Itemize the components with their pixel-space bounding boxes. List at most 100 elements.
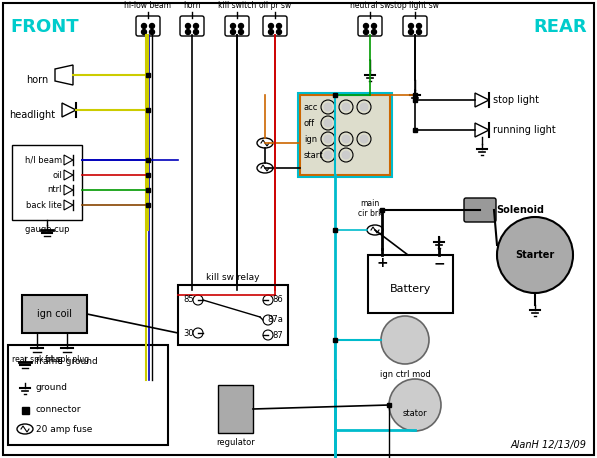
- Circle shape: [193, 23, 198, 28]
- Text: ign ctrl mod: ign ctrl mod: [380, 370, 430, 379]
- Circle shape: [341, 135, 350, 143]
- Bar: [146, 73, 150, 77]
- Text: oil: oil: [52, 170, 62, 180]
- Text: FRONT: FRONT: [10, 18, 79, 36]
- Text: start: start: [304, 151, 324, 159]
- Text: regulator: regulator: [216, 438, 255, 447]
- Circle shape: [149, 29, 155, 34]
- Bar: [21, 407, 29, 414]
- Circle shape: [238, 23, 244, 28]
- Circle shape: [389, 379, 441, 431]
- Circle shape: [371, 23, 377, 28]
- Text: 86: 86: [272, 295, 283, 305]
- Text: 87a: 87a: [267, 316, 283, 325]
- Bar: [300, 95, 390, 175]
- Circle shape: [324, 151, 333, 159]
- Circle shape: [276, 29, 282, 34]
- Circle shape: [149, 23, 155, 28]
- Bar: [413, 128, 417, 132]
- Text: running light: running light: [493, 125, 556, 135]
- Text: Starter: Starter: [515, 250, 555, 260]
- Circle shape: [341, 151, 350, 159]
- Bar: [298, 93, 392, 177]
- Circle shape: [324, 135, 333, 143]
- Text: −: −: [433, 256, 445, 270]
- Circle shape: [269, 29, 273, 34]
- Circle shape: [269, 23, 273, 28]
- Bar: [178, 285, 288, 345]
- Text: connector: connector: [36, 405, 82, 414]
- Circle shape: [417, 23, 421, 28]
- Text: stator: stator: [403, 409, 427, 418]
- Circle shape: [186, 29, 190, 34]
- Text: REAR: REAR: [533, 18, 587, 36]
- FancyBboxPatch shape: [263, 16, 287, 36]
- Text: stop light sw: stop light sw: [390, 1, 439, 10]
- Text: headlight: headlight: [9, 110, 55, 120]
- Text: ntrl: ntrl: [48, 185, 62, 195]
- Text: main
cir brk: main cir brk: [358, 199, 382, 218]
- Text: off: off: [304, 119, 315, 127]
- Bar: [380, 208, 384, 212]
- Bar: [368, 255, 453, 313]
- Circle shape: [141, 23, 146, 28]
- Circle shape: [141, 29, 146, 34]
- Bar: [333, 228, 337, 232]
- Text: oil pr sw: oil pr sw: [259, 1, 291, 10]
- Text: hi-low beam: hi-low beam: [125, 1, 171, 10]
- Bar: [8, 345, 168, 445]
- Text: AlanH 12/13/09: AlanH 12/13/09: [511, 440, 587, 450]
- Text: ign coil: ign coil: [37, 309, 72, 319]
- Bar: [146, 173, 150, 177]
- Circle shape: [324, 103, 333, 111]
- Text: frt spk plug: frt spk plug: [45, 355, 89, 364]
- Text: +: +: [376, 256, 388, 270]
- FancyBboxPatch shape: [180, 16, 204, 36]
- FancyBboxPatch shape: [403, 16, 427, 36]
- Bar: [333, 93, 337, 97]
- Text: back lite: back lite: [26, 201, 62, 209]
- Text: h/l beam: h/l beam: [25, 156, 62, 164]
- Bar: [413, 98, 417, 102]
- Circle shape: [359, 103, 368, 111]
- Text: 87: 87: [272, 331, 283, 339]
- Text: stop light: stop light: [493, 95, 539, 105]
- FancyBboxPatch shape: [358, 16, 382, 36]
- Bar: [333, 338, 337, 342]
- Circle shape: [497, 217, 573, 293]
- Text: rear spk plug: rear spk plug: [11, 355, 62, 364]
- Text: horn: horn: [183, 1, 201, 10]
- Text: gauge cup: gauge cup: [24, 225, 69, 234]
- Circle shape: [408, 29, 414, 34]
- Text: kill sw relay: kill sw relay: [206, 273, 260, 282]
- Bar: [146, 158, 150, 162]
- FancyBboxPatch shape: [464, 198, 496, 222]
- Circle shape: [364, 23, 368, 28]
- Bar: [146, 203, 150, 207]
- Bar: [22, 295, 87, 333]
- Bar: [12, 145, 82, 220]
- Bar: [146, 188, 150, 192]
- Text: horn: horn: [26, 75, 48, 85]
- Circle shape: [359, 135, 368, 143]
- Circle shape: [341, 103, 350, 111]
- Circle shape: [276, 23, 282, 28]
- Bar: [146, 108, 150, 112]
- FancyBboxPatch shape: [136, 16, 160, 36]
- Circle shape: [193, 29, 198, 34]
- Text: ground: ground: [36, 383, 68, 393]
- FancyBboxPatch shape: [225, 16, 249, 36]
- Bar: [413, 93, 417, 97]
- Circle shape: [364, 29, 368, 34]
- Circle shape: [230, 23, 235, 28]
- Text: kill switch: kill switch: [218, 1, 256, 10]
- Circle shape: [238, 29, 244, 34]
- Text: ign: ign: [304, 135, 317, 143]
- Circle shape: [408, 23, 414, 28]
- Text: 85: 85: [183, 295, 193, 305]
- Circle shape: [381, 316, 429, 364]
- Bar: [387, 403, 391, 407]
- Circle shape: [230, 29, 235, 34]
- Bar: [218, 385, 253, 433]
- Text: neutral sw: neutral sw: [350, 1, 390, 10]
